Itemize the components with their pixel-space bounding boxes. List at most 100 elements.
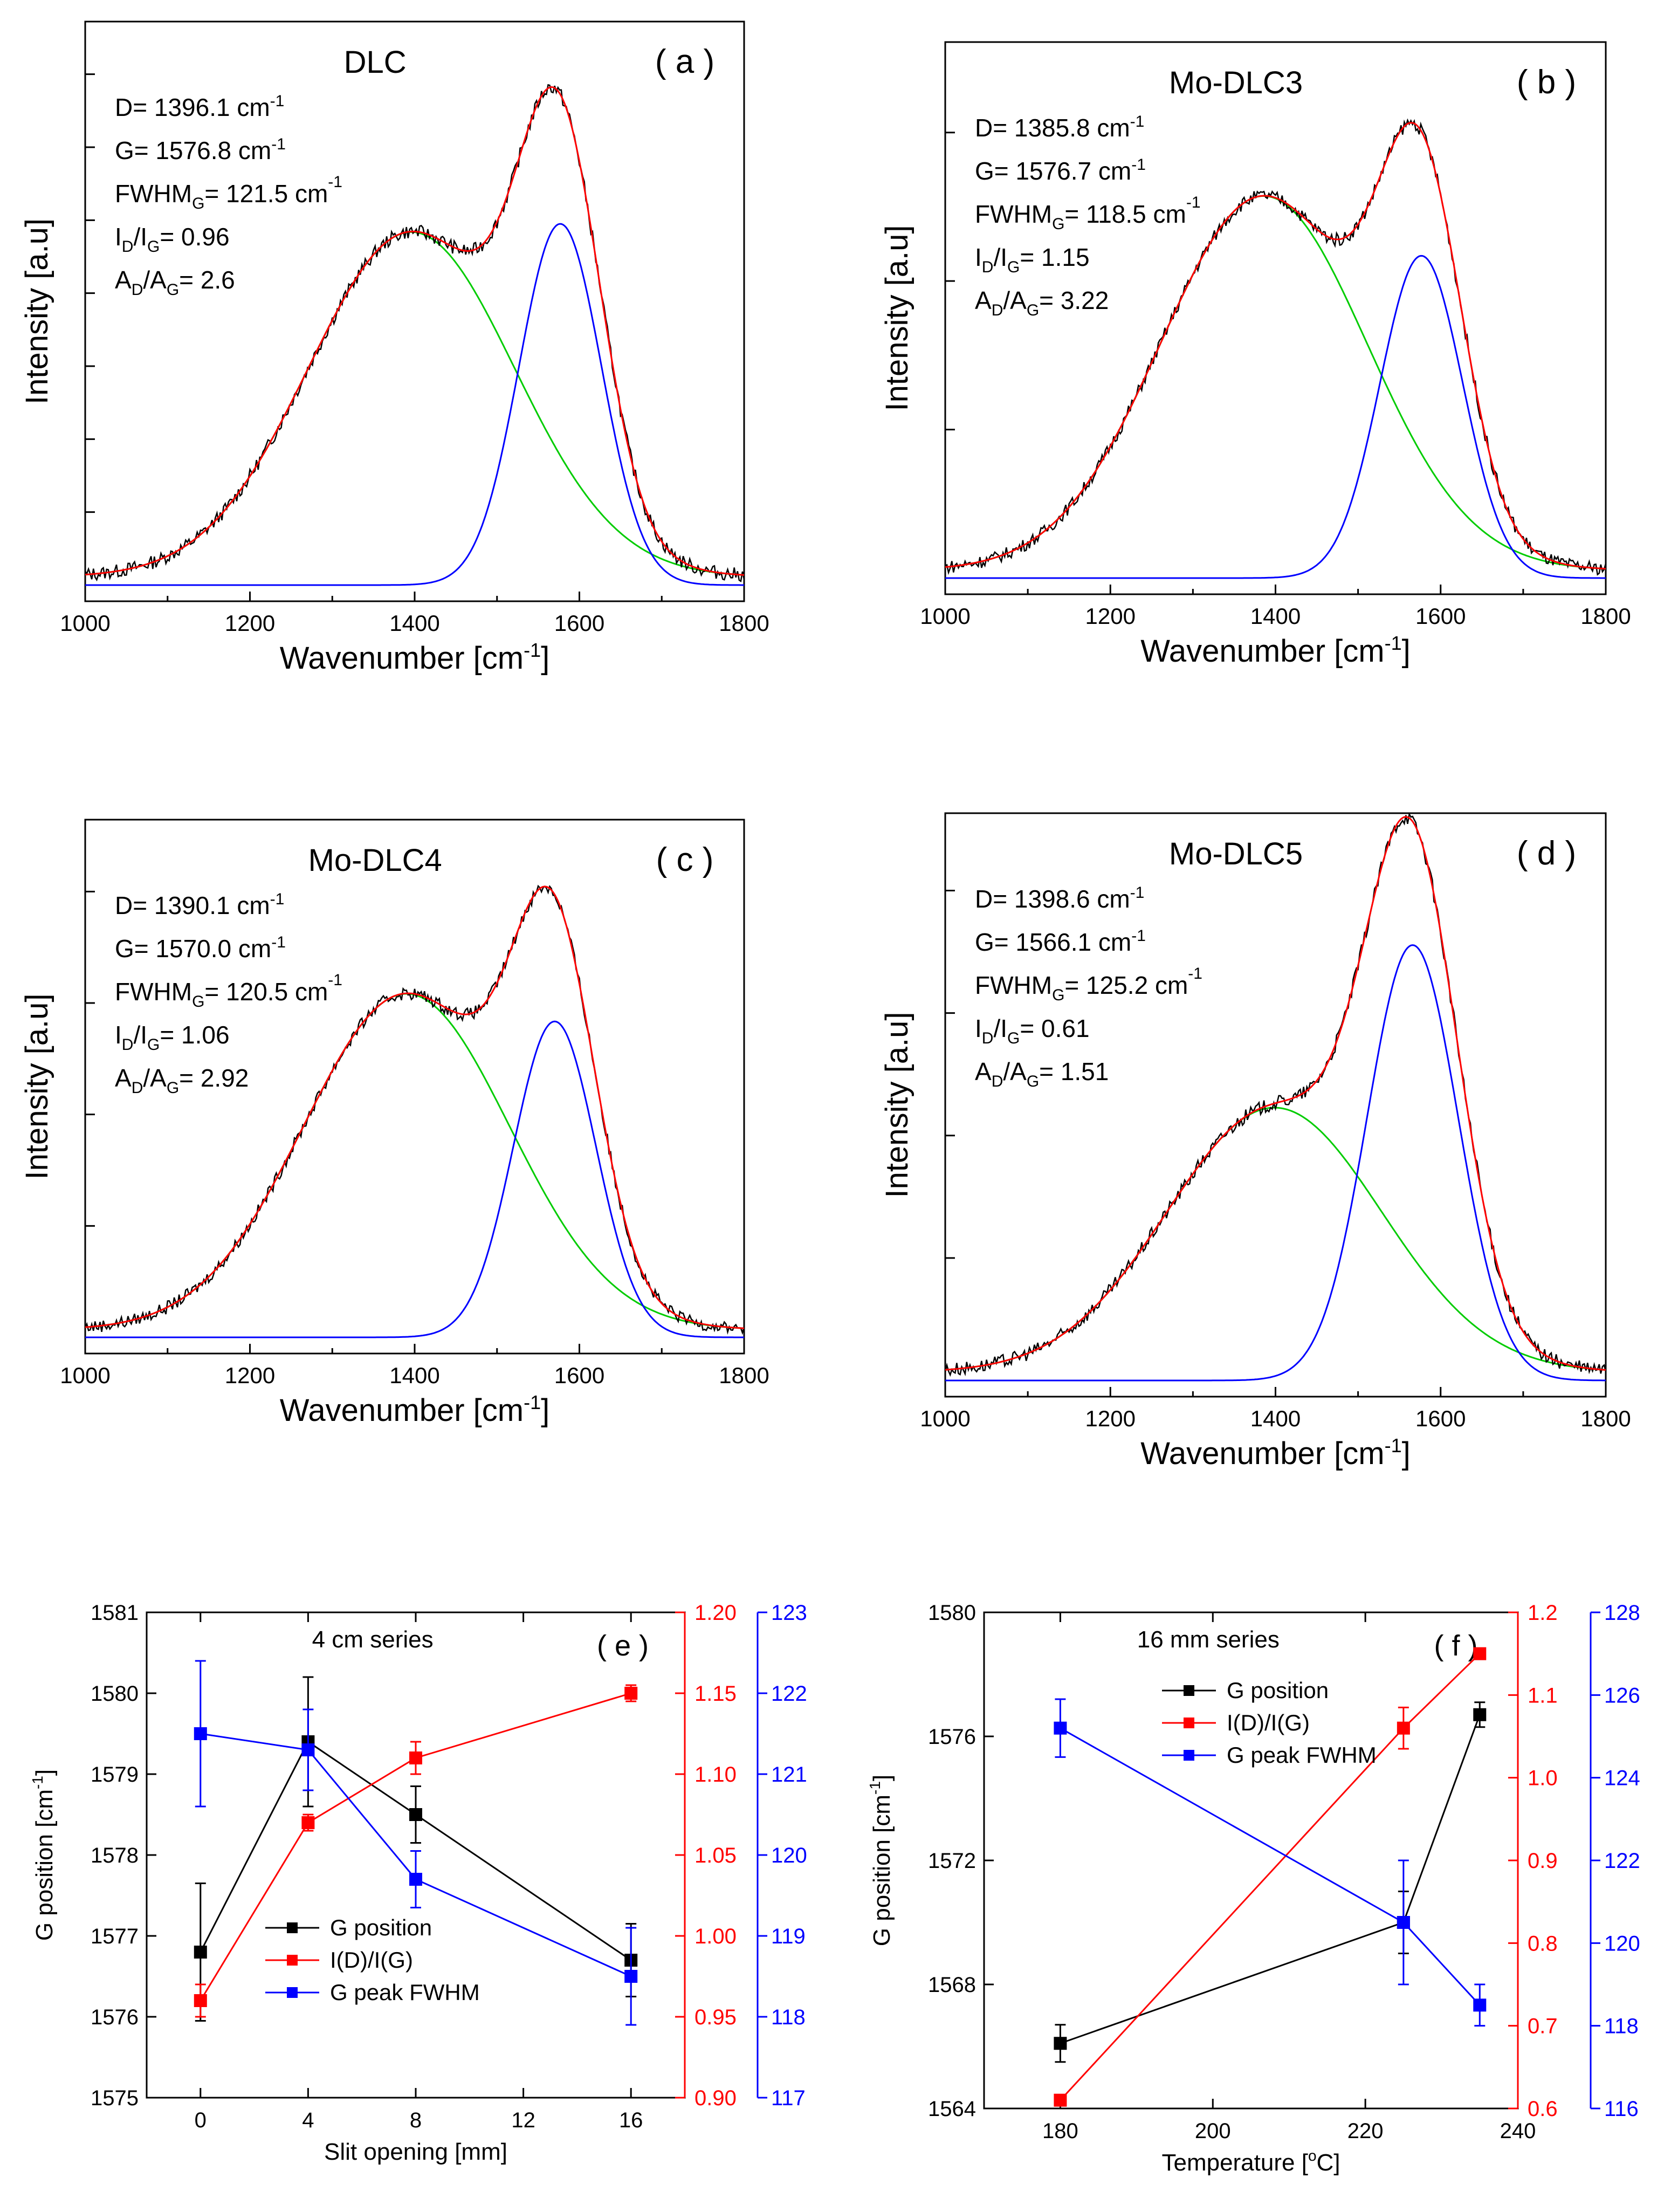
data-point — [1397, 1916, 1410, 1929]
legend-marker — [1184, 1718, 1194, 1728]
measured-spectrum-b — [945, 118, 1607, 576]
y-tick-label-right-1: 1.10 — [694, 1763, 737, 1787]
panel-label-b: ( b ) — [1517, 64, 1576, 101]
y-tick-label-right-1: 0.9 — [1528, 1849, 1558, 1873]
y-tick-label-right-2: 122 — [771, 1682, 807, 1706]
data-point — [624, 1687, 638, 1700]
y-tick-label-right-1: 1.00 — [694, 1925, 737, 1948]
y-tick-label-left: 1564 — [928, 2097, 976, 2121]
fit-annotation: D= 1398.6 cm-1 — [975, 884, 1144, 913]
y-tick-label-left: 1576 — [91, 2005, 139, 2029]
y-axis-label-c: Intensity [a.u] — [19, 994, 54, 1180]
x-tick-label: 1000 — [60, 610, 110, 636]
y-tick-label-left: 1580 — [91, 1682, 139, 1706]
fit-annotation: FWHMG= 118.5 cm-1 — [975, 194, 1201, 233]
x-tick-label: 1000 — [920, 1406, 970, 1431]
panel-label-a: ( a ) — [655, 43, 714, 80]
y-tick-label-right-2: 124 — [1604, 1767, 1640, 1790]
y-tick-label-right-1: 0.7 — [1528, 2015, 1558, 2038]
fit-curve-c — [85, 885, 745, 1329]
series-line-1 — [200, 1692, 631, 2001]
y-tick-label-right-2: 118 — [771, 2005, 806, 2029]
data-point — [301, 1743, 315, 1756]
panel-label-c: ( c ) — [656, 841, 714, 878]
y-tick-label-right-1: 1.1 — [1528, 1684, 1558, 1707]
x-axis-label-f: Temperature [oC] — [1161, 2147, 1340, 2176]
x-tick-label: 1600 — [1415, 1406, 1466, 1431]
legend-marker — [287, 1955, 298, 1966]
x-tick-label: 240 — [1500, 2119, 1536, 2143]
legend-label: G peak FWHM — [330, 1980, 480, 2005]
x-tick-label: 200 — [1195, 2119, 1231, 2143]
x-tick-label: 1400 — [1250, 1406, 1301, 1431]
x-tick-label: 8 — [410, 2108, 422, 2132]
x-axis-label-e: Slit opening [mm] — [324, 2139, 507, 2165]
x-tick-label: 16 — [619, 2108, 643, 2132]
x-tick-label: 1000 — [60, 1363, 110, 1388]
x-tick-label: 1200 — [1085, 1406, 1136, 1431]
x-tick-label: 1600 — [554, 610, 604, 636]
fit-annotation: ID/IG= 0.96 — [115, 223, 230, 256]
x-tick-label: 1800 — [1580, 603, 1631, 629]
y-tick-label-right-1: 1.0 — [1528, 1767, 1558, 1790]
y-tick-label-right-1: 1.20 — [694, 1601, 737, 1625]
data-point — [301, 1816, 315, 1829]
x-tick-label: 1400 — [389, 1363, 439, 1388]
panel-title-d: Mo-DLC5 — [1169, 836, 1303, 871]
panel-b: 1000 1200 1400 1600 1800 Wavenumber [cm-1] Int… — [879, 41, 1631, 669]
legend-label: I(D)/I(G) — [330, 1947, 413, 1973]
series-line-2 — [1060, 1727, 1481, 2006]
fit-annotation: FWHMG= 121.5 cm-1 — [115, 173, 342, 212]
g-peak-curve-a — [85, 223, 744, 586]
x-tick-label: 1400 — [1250, 603, 1301, 629]
legend-label: G peak FWHM — [1227, 1742, 1377, 1768]
x-tick-label: 0 — [195, 2108, 207, 2132]
fit-annotation: FWHMG= 125.2 cm-1 — [975, 965, 1202, 1004]
fit-curve-b — [945, 122, 1606, 570]
x-tick-label: 220 — [1347, 2119, 1384, 2143]
x-tick-label: 4 — [302, 2108, 314, 2132]
series-line-2 — [200, 1733, 631, 1977]
data-point — [409, 1751, 422, 1764]
x-tick-label: 1200 — [225, 1363, 275, 1388]
y-tick-label-left: 1581 — [91, 1601, 139, 1625]
panel-title-c: Mo-DLC4 — [308, 843, 442, 878]
g-peak-curve-b — [945, 255, 1606, 579]
panel-title-a: DLC — [344, 45, 407, 80]
fit-annotation: ID/IG= 1.06 — [115, 1021, 230, 1054]
panel-f: 180 200 220 240 1564 1568 1572 1576 1580 0.6 0.7 0.… — [867, 1601, 1640, 2176]
fit-annotation: ID/IG= 0.61 — [975, 1014, 1090, 1047]
data-point — [194, 1994, 207, 2007]
fit-annotation: G= 1576.8 cm-1 — [115, 135, 286, 164]
y-tick-label-left: 1576 — [928, 1725, 976, 1749]
y-axis-label-f: G position [cm-1] — [867, 1775, 895, 1946]
data-point — [1473, 1647, 1487, 1660]
y-axis-label-e: G position [cm-1] — [29, 1769, 58, 1941]
y-tick-label-right-2: 123 — [771, 1601, 807, 1625]
data-point — [1473, 1708, 1487, 1721]
data-point — [194, 1727, 207, 1740]
fit-annotation: D= 1385.8 cm-1 — [975, 113, 1144, 142]
y-tick-label-right-2: 117 — [771, 2086, 806, 2110]
y-tick-label-left: 1579 — [91, 1763, 139, 1787]
x-tick-label: 12 — [511, 2108, 535, 2132]
x-tick-label: 1200 — [225, 610, 275, 636]
x-axis-label-c: Wavenumber [cm-1] — [280, 1391, 549, 1428]
data-point — [409, 1808, 422, 1821]
y-tick-label-right-2: 119 — [771, 1925, 806, 1948]
x-tick-label: 1800 — [1580, 1406, 1631, 1431]
fit-annotation: G= 1566.1 cm-1 — [975, 927, 1146, 956]
y-tick-label-left: 1572 — [928, 1849, 976, 1873]
data-point — [624, 1970, 638, 1983]
y-axis-label-b: Intensity [a.u] — [879, 225, 914, 411]
panel-d: 1000 1200 1400 1600 1800 Wavenumber [cm-1] Int… — [879, 812, 1631, 1471]
y-tick-label-left: 1575 — [91, 2086, 139, 2110]
x-tick-label: 180 — [1042, 2119, 1078, 2143]
data-point — [1397, 1721, 1410, 1735]
fit-annotation: AD/AG= 3.22 — [975, 286, 1109, 319]
measured-spectrum-c — [84, 884, 745, 1335]
y-axis-label-a: Intensity [a.u] — [19, 218, 54, 404]
panel-label-e: ( e ) — [597, 1630, 649, 1662]
x-tick-label: 1600 — [1415, 603, 1466, 629]
legend-marker — [287, 1922, 298, 1933]
